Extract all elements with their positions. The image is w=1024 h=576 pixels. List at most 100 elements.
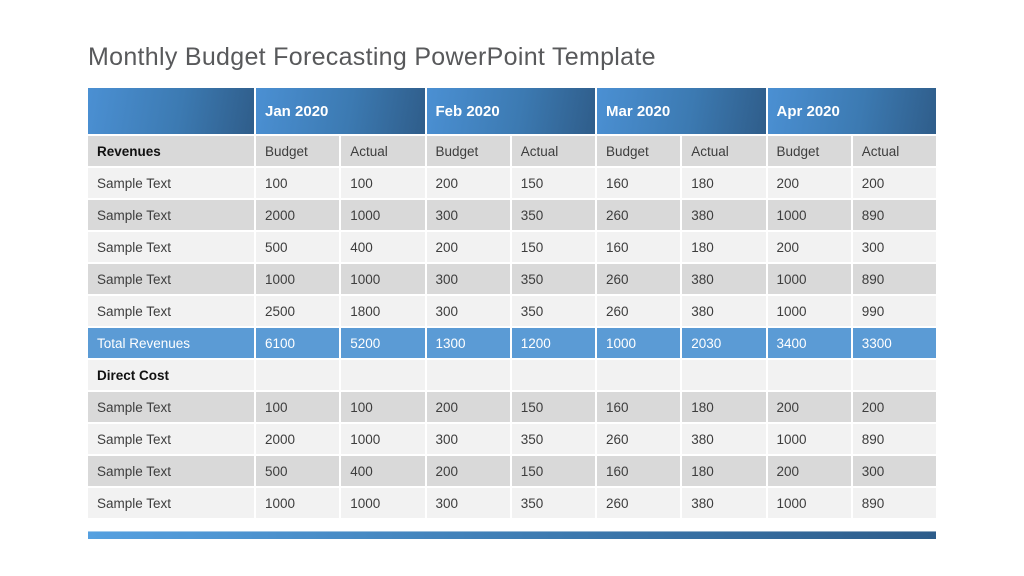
data-cell: Actual [852,136,936,166]
data-cell: 200 [767,456,851,486]
row-label-cell: Total Revenues [88,328,254,358]
row-label-cell: Sample Text [88,488,254,518]
data-cell: 260 [597,200,681,230]
data-cell: 180 [682,232,766,262]
data-cell: 200 [426,392,510,422]
row-label-cell: Revenues [88,136,254,166]
total-row: Total Revenues 6100 5200 1300 1200 1000 2030 34… [88,328,936,358]
data-cell: 2500 [256,296,340,326]
data-cell: 1000 [767,424,851,454]
data-cell: 300 [426,424,510,454]
budget-table-head: Jan 2020 Feb 2020 Mar 2020 Apr 2020 [88,88,936,134]
table-row: Sample Text 1000 1000 300 350 260 380 1000 890 [88,264,936,294]
data-cell: 150 [511,456,595,486]
data-cell: 160 [597,392,681,422]
data-cell: 890 [852,200,936,230]
data-cell: 260 [597,264,681,294]
data-cell: 2000 [256,200,340,230]
data-cell: 1000 [767,264,851,294]
table-row: Sample Text 500 400 200 150 160 180 200 300 [88,456,936,486]
data-cell: 200 [767,232,851,262]
corner-header-cell [88,88,254,134]
month-header-mar: Mar 2020 [597,88,766,134]
data-cell: 1000 [767,200,851,230]
data-cell: 180 [682,392,766,422]
data-cell: 160 [597,456,681,486]
data-cell: 380 [682,296,766,326]
data-cell: 6100 [256,328,340,358]
data-cell: 400 [341,232,425,262]
month-header-jan: Jan 2020 [256,88,425,134]
table-row: Sample Text 100 100 200 150 160 180 200 200 [88,392,936,422]
data-cell [511,360,595,390]
data-cell: 1000 [256,264,340,294]
data-cell: 300 [426,264,510,294]
data-cell: 1000 [256,488,340,518]
data-cell: Budget [256,136,340,166]
data-cell: 260 [597,296,681,326]
data-cell: 2030 [682,328,766,358]
data-cell: 500 [256,456,340,486]
budget-table-body: Revenues Budget Actual Budget Actual Budget Ac… [88,136,936,518]
data-cell: 300 [852,456,936,486]
data-cell: 260 [597,488,681,518]
table-row: Sample Text 500 400 200 150 160 180 200 300 [88,232,936,262]
data-cell: 380 [682,264,766,294]
month-header-row: Jan 2020 Feb 2020 Mar 2020 Apr 2020 [88,88,936,134]
data-cell [341,360,425,390]
data-cell: 380 [682,424,766,454]
data-cell: 890 [852,264,936,294]
section-row: Revenues Budget Actual Budget Actual Budget Ac… [88,136,936,166]
data-cell: 350 [511,200,595,230]
data-cell: 200 [852,392,936,422]
row-label-cell: Sample Text [88,200,254,230]
data-cell: 300 [426,488,510,518]
data-cell: 400 [341,456,425,486]
row-label-cell: Sample Text [88,264,254,294]
data-cell: 100 [256,168,340,198]
data-cell: 160 [597,232,681,262]
data-cell: 350 [511,296,595,326]
data-cell: 150 [511,392,595,422]
data-cell: 150 [511,232,595,262]
data-cell: 3300 [852,328,936,358]
row-label-cell: Sample Text [88,424,254,454]
data-cell: 380 [682,488,766,518]
data-cell: 890 [852,488,936,518]
data-cell: 2000 [256,424,340,454]
data-cell: 1800 [341,296,425,326]
data-cell: 200 [426,168,510,198]
data-cell: 160 [597,168,681,198]
budget-table: Jan 2020 Feb 2020 Mar 2020 Apr 2020 Reve… [86,86,938,520]
data-cell: 180 [682,168,766,198]
data-cell: 1300 [426,328,510,358]
data-cell: 260 [597,424,681,454]
data-cell: Budget [597,136,681,166]
data-cell: 300 [852,232,936,262]
data-cell: 200 [426,456,510,486]
data-cell: Actual [682,136,766,166]
data-cell: 100 [341,168,425,198]
data-cell [256,360,340,390]
data-cell: Budget [426,136,510,166]
data-cell: 1000 [767,488,851,518]
data-cell: 350 [511,488,595,518]
data-cell: 200 [426,232,510,262]
row-label-cell: Sample Text [88,232,254,262]
data-cell: 5200 [341,328,425,358]
data-cell: 150 [511,168,595,198]
data-cell: 200 [852,168,936,198]
section-row: Direct Cost [88,360,936,390]
data-cell: 1000 [341,424,425,454]
data-cell: 200 [767,392,851,422]
data-cell: 1000 [341,264,425,294]
data-cell [426,360,510,390]
data-cell [597,360,681,390]
month-header-feb: Feb 2020 [426,88,595,134]
data-cell: 300 [426,200,510,230]
data-cell: 1000 [767,296,851,326]
data-cell: 180 [682,456,766,486]
row-label-cell: Sample Text [88,456,254,486]
data-cell: Budget [767,136,851,166]
